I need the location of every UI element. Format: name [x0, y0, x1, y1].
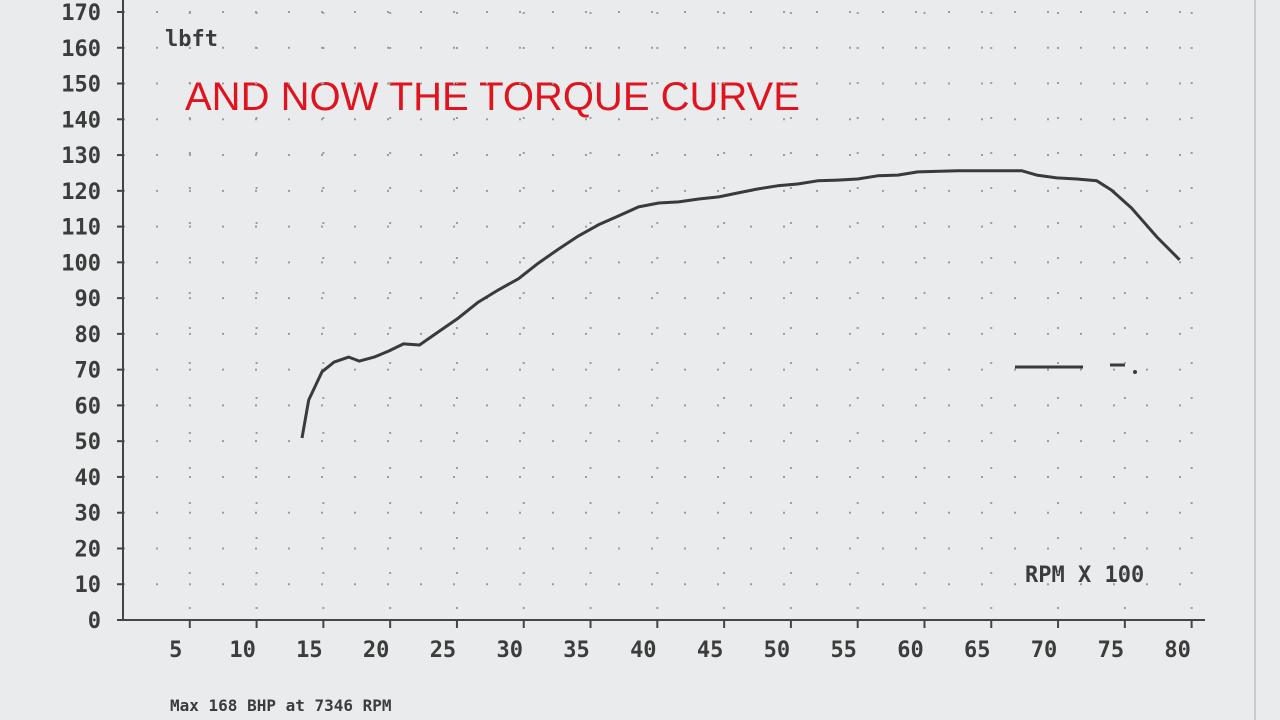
- y-tick-label: 20: [75, 537, 102, 562]
- y-tick-label: 140: [61, 108, 101, 133]
- y-tick-label: 60: [75, 394, 102, 419]
- x-tick-label: 10: [229, 638, 256, 663]
- y-tick-label: 120: [61, 180, 101, 205]
- x-tick-label: 25: [430, 638, 457, 663]
- x-tick-label: 5: [169, 638, 182, 663]
- y-tick-label: 100: [61, 251, 101, 276]
- y-tick-label: 0: [88, 609, 101, 634]
- y-tick-label: 30: [75, 502, 102, 527]
- y-axis-label: lbft: [165, 27, 218, 52]
- x-tick-label: 40: [630, 638, 657, 663]
- y-tick-label: 10: [75, 573, 102, 598]
- y-tick-label: 40: [75, 466, 102, 491]
- y-tick-label: 50: [75, 430, 102, 455]
- x-tick-label: 60: [897, 638, 924, 663]
- y-tick-label: 150: [61, 73, 101, 98]
- x-tick-label: 50: [764, 638, 791, 663]
- y-tick-label: 130: [61, 144, 101, 169]
- x-tick-label: 55: [830, 638, 857, 663]
- torque-curve: [300, 169, 1181, 439]
- x-tick-label: 70: [1031, 638, 1058, 663]
- y-tick-label: 170: [61, 1, 101, 26]
- legend-sample: [1015, 363, 1137, 374]
- footer-note: Max 168 BHP at 7346 RPM: [170, 696, 392, 715]
- x-tick-label: 35: [563, 638, 590, 663]
- y-tick-label: 110: [61, 216, 101, 241]
- x-tick-label: 30: [496, 638, 523, 663]
- y-tick-label: 70: [75, 359, 102, 384]
- x-axis-label: RPM X 100: [1025, 563, 1144, 588]
- x-tick-label: 65: [964, 638, 991, 663]
- chart-title: AND NOW THE TORQUE CURVE: [185, 75, 800, 119]
- y-tick-label: 80: [75, 323, 102, 348]
- x-tick-label: 20: [363, 638, 390, 663]
- x-tick-label: 80: [1164, 638, 1191, 663]
- x-tick-label: 45: [697, 638, 724, 663]
- legend-dot: [1133, 370, 1137, 374]
- x-tick-label: 75: [1098, 638, 1125, 663]
- y-tick-label: 90: [75, 287, 102, 312]
- x-tick-label: 15: [296, 638, 323, 663]
- y-tick-label: 160: [61, 37, 101, 62]
